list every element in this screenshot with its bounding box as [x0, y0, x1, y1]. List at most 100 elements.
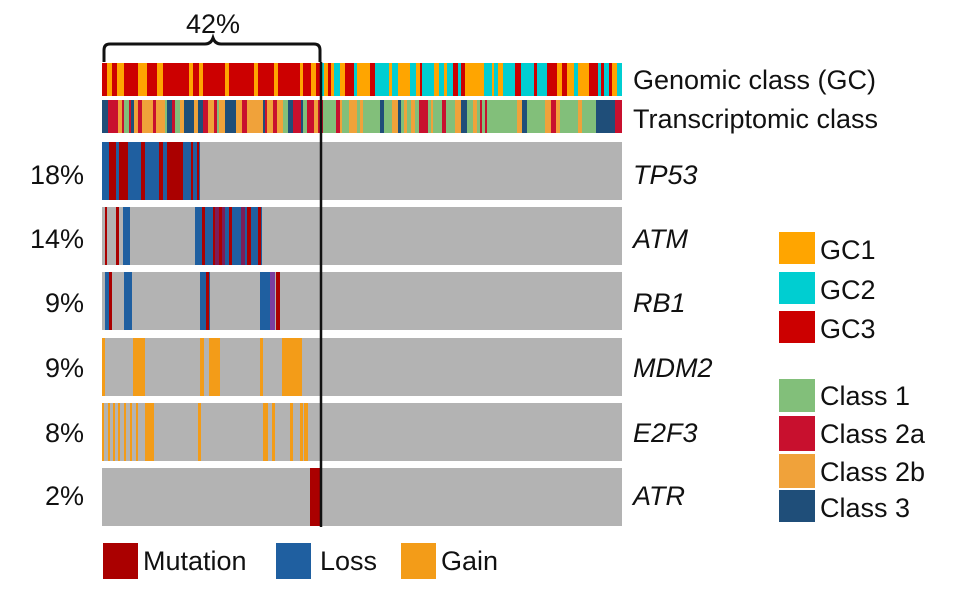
legend-label-class-1: Class 1: [820, 381, 910, 411]
transcriptomic-class-cell: [363, 100, 365, 133]
track-label-transcriptomic-class: Transcriptomic class: [633, 104, 878, 134]
alteration-mark: [102, 142, 104, 200]
genomic-class-cell: [400, 63, 406, 96]
transcriptomic-class-cell: [165, 100, 167, 133]
genomic-class-cell: [134, 63, 138, 96]
transcriptomic-class-cell: [206, 100, 208, 133]
genomic-class-cell: [175, 63, 178, 96]
transcriptomic-class-cell: [303, 100, 307, 133]
transcriptomic-class-cell: [480, 100, 482, 133]
genomic-class-cell: [375, 63, 380, 96]
transcriptomic-class-cell: [265, 100, 267, 133]
transcriptomic-class-cell: [208, 100, 214, 133]
alteration-mark: [102, 338, 105, 396]
genomic-class-cell: [537, 63, 543, 96]
legend-label-gc1: GC1: [820, 235, 876, 265]
legend-label-gc3: GC3: [820, 314, 876, 344]
genomic-class-cell: [503, 63, 507, 96]
genomic-class-cell: [265, 63, 269, 96]
alteration-mark: [134, 142, 137, 200]
alteration-mark: [195, 207, 198, 265]
genomic-class-cell: [244, 63, 248, 96]
alteration-mark: [205, 207, 209, 265]
genomic-class-cell: [526, 63, 532, 96]
transcriptomic-class-cell: [349, 100, 351, 133]
transcriptomic-class-cell: [372, 100, 374, 133]
alteration-mark: [136, 403, 138, 461]
transcriptomic-class-cell: [431, 100, 433, 133]
alteration-mark: [193, 142, 197, 200]
gene-pct-atr: 2%: [45, 481, 84, 511]
transcriptomic-class-cell: [467, 100, 473, 133]
genomic-class-cell: [189, 63, 193, 96]
genomic-class-cell: [331, 63, 334, 96]
genomic-class-cell: [410, 63, 416, 96]
alteration-mark: [123, 207, 127, 265]
transcriptomic-class-cell: [368, 100, 372, 133]
transcriptomic-class-cell: [113, 100, 115, 133]
genomic-class-cell: [254, 63, 258, 96]
gene-row-background: [102, 272, 622, 330]
transcriptomic-class-cell: [532, 100, 537, 133]
genomic-class-cell: [178, 63, 184, 96]
transcriptomic-class-cell: [156, 100, 160, 133]
genomic-class-cell: [471, 63, 474, 96]
alteration-mark: [232, 207, 236, 265]
alteration-mark: [163, 142, 167, 200]
transcriptomic-class-cell: [153, 100, 156, 133]
gene-row-background: [102, 468, 622, 526]
genomic-class-cell: [281, 63, 287, 96]
transcriptomic-class-cell: [277, 100, 283, 133]
alteration-mark: [213, 207, 215, 265]
transcriptomic-class-cell: [415, 100, 419, 133]
genomic-class-cell: [303, 63, 309, 96]
genomic-class-cell: [594, 63, 598, 96]
transcriptomic-class-cell: [452, 100, 455, 133]
alteration-mark: [304, 403, 308, 461]
alteration-mark: [239, 207, 241, 265]
genomic-class-cell: [269, 63, 274, 96]
alteration-mark: [113, 142, 116, 200]
genomic-class-cell: [229, 63, 233, 96]
alteration-mark: [154, 142, 156, 200]
alteration-mark: [119, 142, 122, 200]
transcriptomic-class-cell: [609, 100, 615, 133]
alteration-mark: [173, 142, 175, 200]
transcriptomic-class-cell: [522, 100, 527, 133]
alteration-mark: [133, 338, 145, 396]
genomic-class-cell: [465, 63, 468, 96]
alteration-mark: [310, 468, 320, 526]
genomic-class-cell: [338, 63, 340, 96]
transcriptomic-class-cell: [596, 100, 599, 133]
genomic-class-cell: [552, 63, 557, 96]
alteration-mark: [191, 142, 193, 200]
transcriptomic-class-cell: [545, 100, 551, 133]
alteration-mark: [171, 142, 173, 200]
bracket-label: 42%: [186, 9, 240, 39]
transcriptomic-class-cell: [473, 100, 477, 133]
alteration-mark: [219, 207, 222, 265]
transcriptomic-class-cell: [506, 100, 509, 133]
genomic-class-cell: [549, 63, 552, 96]
alteration-mark: [282, 338, 302, 396]
legend-swatch-mutation: [103, 543, 138, 579]
legend-label-gc2: GC2: [820, 275, 876, 305]
transcriptomic-class-cell: [242, 100, 247, 133]
transcriptomic-class-cell: [419, 100, 423, 133]
transcriptomic-class-cell: [560, 100, 564, 133]
alteration-mark: [145, 403, 154, 461]
track-label-genomic-class: Genomic class (GC): [633, 65, 876, 95]
alteration-mark: [260, 272, 270, 330]
genomic-class-track: [102, 63, 622, 96]
genomic-class-cell: [289, 63, 294, 96]
gene-label-atr: ATR: [631, 481, 685, 511]
legend-label-loss: Loss: [320, 546, 377, 576]
genomic-class-cell: [543, 63, 547, 96]
genomic-class-cell: [212, 63, 217, 96]
genomic-class-cell: [112, 63, 117, 96]
gene-row-background: [102, 207, 622, 265]
genomic-class-cell: [461, 63, 465, 96]
genomic-class-cell: [434, 63, 439, 96]
genomic-class-cell: [453, 63, 455, 96]
transcriptomic-class-cell: [217, 100, 219, 133]
